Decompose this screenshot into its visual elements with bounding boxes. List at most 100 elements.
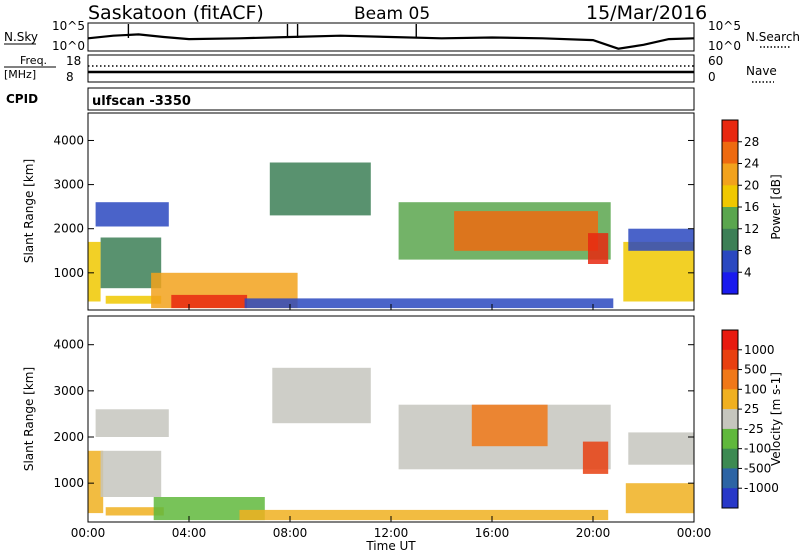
noise-panel: N.Sky 10^5 10^0 10^5 10^0 N.Search	[4, 19, 800, 53]
y-tick-label: 1000	[53, 476, 84, 490]
scatter-region	[105, 507, 164, 516]
colorbar-swatch	[722, 428, 738, 450]
scatter-region	[95, 202, 169, 227]
noise-sky-line	[87, 33, 695, 50]
colorbar-tick-label: 20	[744, 178, 759, 192]
scatter-region	[628, 228, 694, 251]
scatter-region	[100, 237, 162, 289]
freq-unit-label: [MHz]	[4, 68, 36, 81]
noise-panel-frame	[87, 22, 695, 52]
x-tick-label: 00:00	[71, 526, 106, 540]
colorbar-tick-label: 28	[744, 135, 759, 149]
cpid-label: CPID	[6, 92, 38, 106]
freq-tick-top: 18	[66, 54, 81, 68]
power-colorbar-label: Power [dB]	[769, 174, 783, 239]
scatter-region	[582, 441, 609, 474]
colorbar-tick-label: 500	[744, 363, 767, 377]
nave-tick-bottom: 0	[708, 70, 716, 84]
power-colorbar-swatches	[722, 120, 738, 295]
colorbar-tick-label: 8	[744, 244, 752, 258]
colorbar-swatch	[722, 120, 738, 143]
power-colorbar: 28 24 20 16 12 8 4 Power [dB]	[721, 119, 783, 295]
power-heatmap	[88, 162, 694, 309]
y-tick-label: 2000	[53, 222, 84, 236]
velocity-colorbar-label: Velocity [m s-1]	[769, 372, 783, 466]
x-tick-label: 20:00	[576, 526, 611, 540]
colorbar-tick-label: 25	[744, 402, 759, 416]
scatter-region	[269, 162, 371, 216]
colorbar-tick-label: 1000	[744, 343, 775, 357]
colorbar-tick-label: -100	[744, 442, 771, 456]
date-title: 15/Mar/2016	[586, 2, 707, 24]
freq-label: Freq.	[20, 54, 47, 67]
x-tick-label: 00:00	[677, 526, 712, 540]
velocity-y-ticks: 1000 2000 3000 4000	[53, 338, 694, 490]
scatter-region	[239, 509, 609, 521]
x-tick-label: 12:00	[374, 526, 409, 540]
colorbar-tick-label: 100	[744, 382, 767, 396]
scatter-region	[628, 432, 694, 465]
noise-tick-right-top: 10^5	[708, 19, 741, 33]
velocity-colorbar-swatches	[722, 330, 738, 509]
y-tick-label: 3000	[53, 178, 84, 192]
scatter-region	[272, 367, 371, 424]
scatter-region	[105, 295, 162, 304]
nave-tick-top: 60	[708, 54, 723, 68]
colorbar-swatch	[722, 207, 738, 230]
colorbar-swatch	[722, 349, 738, 371]
nsky-label: N.Sky	[4, 30, 38, 44]
noise-tick-left-bottom: 10^0	[52, 39, 85, 53]
noise-spikes	[127, 24, 417, 38]
y-tick-label: 2000	[53, 430, 84, 444]
colorbar-tick-label: 4	[744, 265, 752, 279]
colorbar-tick-label: 16	[744, 200, 759, 214]
scatter-region	[471, 404, 548, 447]
colorbar-swatch	[722, 468, 738, 489]
power-panel: 1000 2000 3000 4000 Slant Range [km]	[22, 112, 695, 311]
colorbar-tick-label: -25	[744, 422, 764, 436]
nave-label: Nave	[746, 64, 777, 78]
scatter-region	[244, 298, 614, 309]
beam-title: Beam 05	[354, 4, 430, 24]
scatter-region	[88, 241, 101, 302]
velocity-x-ticks: 00:00 04:00 08:00 12:00 16:00 20:00 00:00	[71, 516, 712, 540]
velocity-panel: 1000 2000 3000 4000 00:00 04:00 08:00 12:00 16:…	[22, 315, 712, 553]
colorbar-swatch	[722, 163, 738, 186]
scatter-region	[88, 450, 104, 514]
velocity-colorbar-frame	[721, 329, 739, 509]
power-y-ticks: 1000 2000 3000 4000	[53, 133, 694, 280]
colorbar-swatch	[722, 409, 738, 430]
colorbar-swatch	[722, 228, 738, 252]
scatter-region	[100, 450, 162, 497]
freq-panel-frame	[87, 54, 695, 83]
colorbar-swatch	[722, 488, 738, 509]
scatter-region	[153, 497, 265, 521]
velocity-colorbar-ticks: 1000 500 100 25 -25 -100 -500 -1000	[738, 343, 779, 495]
x-tick-label: 08:00	[273, 526, 308, 540]
y-tick-label: 3000	[53, 384, 84, 398]
station-title: Saskatoon (fitACF)	[88, 2, 264, 24]
scatter-region	[454, 211, 598, 251]
colorbar-swatch	[722, 369, 738, 390]
y-tick-label: 1000	[53, 266, 84, 280]
colorbar-swatch	[722, 389, 738, 410]
scatter-region	[625, 483, 694, 514]
colorbar-tick-label: -500	[744, 461, 771, 475]
x-tick-label: 04:00	[172, 526, 207, 540]
velocity-colorbar: 1000 500 100 25 -25 -100 -500 -1000 Velocity [m…	[721, 329, 783, 509]
scatter-region	[623, 241, 694, 302]
cpid-panel-frame	[87, 87, 695, 111]
scatter-region	[588, 233, 609, 264]
scatter-region	[171, 294, 248, 309]
colorbar-swatch	[722, 448, 738, 469]
colorbar-tick-label: -1000	[744, 481, 779, 495]
freq-tick-bottom: 8	[66, 70, 74, 84]
y-tick-label: 4000	[53, 133, 84, 147]
colorbar-tick-label: 24	[744, 157, 759, 171]
colorbar-swatch	[722, 272, 738, 295]
noise-tick-left-top: 10^5	[52, 19, 85, 33]
colorbar-swatch	[722, 185, 738, 208]
power-y-axis-label: Slant Range [km]	[22, 159, 36, 263]
cpid-value: ulfscan -3350	[92, 94, 191, 109]
